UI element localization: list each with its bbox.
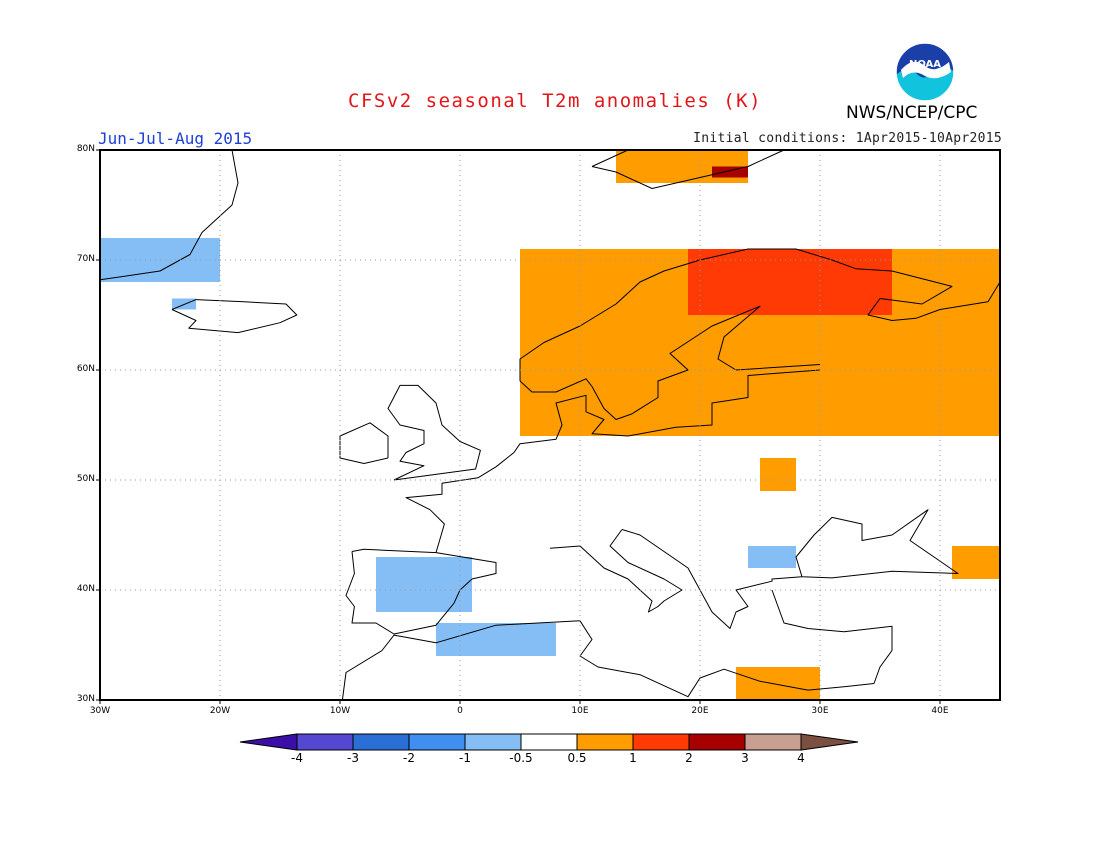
colorbar-segment (744, 733, 802, 751)
colorbar-segment (688, 733, 746, 751)
colorbar-label: -2 (403, 751, 415, 765)
longitude-label: 20W (209, 706, 231, 716)
coastline (795, 509, 959, 579)
map-title: CFSv2 seasonal T2m anomalies (K) (348, 90, 763, 112)
colorbar-segment (408, 733, 466, 751)
colorbar-segment (576, 733, 634, 751)
anomaly-region (436, 623, 556, 656)
longitude-label: 40E (931, 706, 949, 716)
coastline (549, 529, 683, 613)
anomaly-region (760, 458, 796, 491)
coastline (519, 248, 1001, 381)
coastline (345, 548, 497, 635)
anomaly-region (172, 298, 196, 310)
anomaly-region (952, 546, 1000, 579)
coastline (341, 620, 875, 701)
coastline (99, 149, 239, 281)
colorbar-segment (464, 733, 522, 751)
latitude-label: 70N (76, 254, 95, 264)
coastline (405, 369, 821, 553)
organization-label: NWS/NCEP/CPC (846, 103, 978, 123)
coastline (621, 529, 803, 629)
forecast-period: Jun-Jul-Aug 2015 (98, 129, 253, 148)
latitude-label: 80N (76, 144, 95, 154)
colorbar-label: 3 (741, 751, 749, 765)
noaa-logo-text: NOAA (909, 59, 941, 70)
anomaly-region (748, 546, 796, 568)
latitude-label: 30N (76, 694, 95, 704)
coastline (387, 384, 481, 481)
colorbar-max-arrow (800, 733, 859, 751)
colorbar-segment (352, 733, 410, 751)
initial-conditions: Initial conditions: 1Apr2015-10Apr2015 (693, 131, 1002, 146)
anomaly-region (376, 557, 472, 612)
colorbar-segment (632, 733, 690, 751)
coastline (771, 589, 893, 684)
colorbar-label: 4 (797, 751, 805, 765)
longitude-label: 10E (571, 706, 589, 716)
anomaly-region (712, 166, 748, 178)
coastline (519, 305, 821, 420)
anomaly-region (736, 667, 820, 700)
longitude-label: 30E (811, 706, 829, 716)
longitude-label: 20E (691, 706, 709, 716)
longitude-label: 10W (329, 706, 351, 716)
latitude-label: 40N (76, 584, 95, 594)
longitude-label: 0 (457, 706, 463, 716)
latitude-label: 60N (76, 364, 95, 374)
colorbar-label: -1 (459, 751, 471, 765)
colorbar-label: 2 (685, 751, 693, 765)
noaa-logo: NOAA (895, 42, 955, 102)
colorbar-segment (520, 733, 578, 751)
colorbar-label: 1 (629, 751, 637, 765)
map-frame (99, 149, 1001, 701)
colorbar-segment (296, 733, 354, 751)
colorbar-min-arrow (239, 733, 298, 751)
colorbar-label: 0.5 (567, 751, 587, 765)
longitude-label: 30W (89, 706, 111, 716)
colorbar-label: -3 (347, 751, 359, 765)
colorbar-label: -4 (291, 751, 303, 765)
colorbar-label: -0.5 (509, 751, 533, 765)
latitude-label: 50N (76, 474, 95, 484)
